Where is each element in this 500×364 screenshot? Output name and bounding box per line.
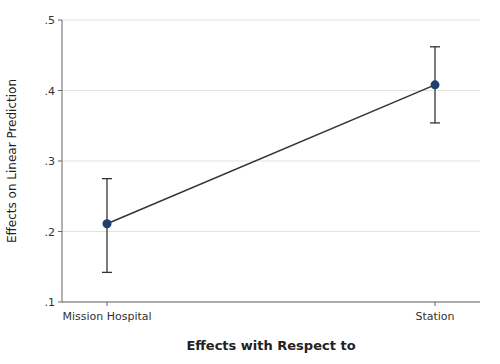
grid-line: [62, 20, 480, 21]
x-axis: Mission Hospital Station: [62, 302, 454, 323]
tick-mark: [58, 231, 62, 232]
x-axis-label: Effects with Respect to: [186, 338, 355, 353]
y-axis: .1 .2 .3 .4 .5: [45, 14, 481, 309]
tick-mark: [58, 90, 62, 91]
tick-mark: [58, 161, 62, 162]
point: [431, 80, 440, 89]
grid-line: [62, 231, 480, 232]
tick-label: .4: [45, 85, 56, 98]
grid-line: [62, 90, 480, 91]
y-axis-label: Effects on Linear Prediction: [5, 79, 19, 243]
tick-label: Station: [415, 310, 454, 323]
tick-label: .1: [45, 296, 56, 309]
tick-mark: [58, 302, 62, 303]
error-cap: [102, 272, 112, 273]
tick-label: .3: [45, 155, 56, 168]
grid-line: [62, 161, 480, 162]
error-cap: [430, 122, 440, 123]
tick-mark: [58, 20, 62, 21]
error-cap: [430, 46, 440, 47]
y-axis-line: [62, 20, 63, 302]
tick-label: .2: [45, 226, 56, 239]
error-bar: [430, 47, 440, 123]
tick-label: Mission Hospital: [62, 310, 151, 323]
grid-line: [62, 302, 480, 303]
tick-label: .5: [45, 14, 56, 27]
line: [107, 85, 435, 224]
x-axis-line: [62, 302, 480, 303]
point: [103, 219, 112, 228]
tick-mark: [435, 302, 436, 306]
tick-mark: [107, 302, 108, 306]
error-bar: [102, 179, 112, 273]
plot-area: [102, 47, 440, 273]
chart: .1 .2 .3 .4 .5 Mission Hospital Station Effects…: [0, 0, 500, 364]
error-cap: [102, 178, 112, 179]
